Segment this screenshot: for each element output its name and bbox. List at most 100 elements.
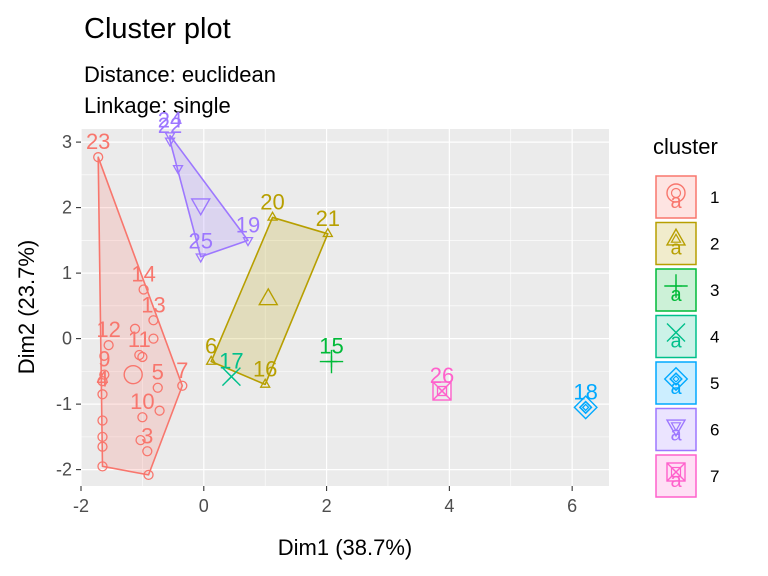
cluster-1-point [97,461,108,472]
cluster-1-point [143,469,154,481]
legend-point-symbol [672,375,680,383]
y-axis-label: Dim2 (23.7%) [14,240,39,374]
point-label: 7 [176,358,188,383]
point-label: 10 [130,389,154,414]
y-tick-label: -1 [56,394,72,414]
cluster-1-point [93,152,104,163]
point-label: 22 [158,113,182,138]
cluster-6-point [242,237,254,247]
legend-point-symbol [670,466,682,478]
point-label: 14 [131,261,155,286]
point-label: 23 [86,129,110,154]
cluster-5-point [581,403,590,412]
cluster-1-point [97,415,108,426]
cluster-2-point [259,377,271,388]
cluster-2-center [258,287,279,306]
x-axis-label: Dim1 (38.7%) [278,535,412,560]
gridlines [80,129,609,486]
cluster-1-point [152,382,163,393]
point-label: 24 [158,108,182,133]
legend-glyph: a [670,284,682,306]
cluster-4-center [221,367,241,387]
cluster-1-point [137,351,148,363]
cluster-hulls [97,134,329,476]
legend-point-symbol [669,372,683,386]
x-tick-label: 2 [322,496,332,516]
legend-point-symbol [670,187,682,199]
cluster-points [93,132,598,481]
legend-glyph: a [670,470,682,492]
legend-center-symbol [666,183,686,203]
cluster-6-point [172,164,184,175]
legend-point-symbol [670,233,682,243]
legend-glyph: a [670,331,682,353]
cluster-1-point [154,405,165,416]
point-label: 13 [141,292,165,317]
point-label: 9 [98,347,110,372]
legend-point-symbol [671,327,681,338]
legend-label-3: 3 [710,281,719,300]
legend-label-6: 6 [710,421,719,440]
point-label: 5 [152,360,164,385]
legend-glyph: a [670,424,682,446]
legend-center-symbol [663,366,689,392]
point-label: 25 [188,229,212,254]
point-label: 21 [316,206,340,231]
cluster-1-point [97,441,108,452]
legend-key-5 [655,361,697,405]
cluster-7-point [436,385,448,397]
x-tick-label: 6 [567,496,577,516]
cluster-3-center [319,349,344,374]
legend-label-4: 4 [710,328,719,347]
chart-subtitle-distance: Distance: euclidean [84,62,276,87]
cluster-7-center [432,381,452,401]
legend-label-5: 5 [710,374,719,393]
cluster-2-hull [210,216,329,386]
cluster-1-point [135,434,146,446]
point-label: 26 [430,363,454,388]
chart-title: Cluster plot [84,13,231,45]
point-label: 4 [96,366,108,391]
legend-label-1: 1 [710,188,719,207]
legend-key-4 [655,314,697,359]
point-label: 3 [141,423,153,448]
legend-title: cluster [653,134,718,159]
x-tick-label: 0 [199,496,209,516]
legend-point-symbol [670,280,682,292]
y-tick-label: 3 [62,132,72,152]
cluster-1-point [97,389,108,400]
cluster-1-point [103,340,114,351]
legend-point-symbol [671,467,681,477]
y-tick-label: 0 [62,329,72,349]
legend-glyph: a [670,191,682,213]
cluster-1-hull [97,156,184,476]
cluster-1-center [123,364,143,385]
legend: a 1 a 2 a 3 a 4 a 5 a 6 a 7 [655,175,719,498]
cluster-1-point [148,315,159,326]
legend-label-7: 7 [710,467,719,486]
cluster-1-point [137,412,148,423]
legend-point-symbol [670,422,682,432]
y-tick-label: 1 [62,263,72,283]
cluster-2-point [266,210,279,221]
point-label: 6 [205,334,217,359]
cluster-1-point [134,349,145,361]
point-label: 11 [128,327,151,352]
cluster-6-point [164,137,176,148]
chart-subtitle-linkage: Linkage: single [84,93,231,118]
point-label: 20 [260,189,284,214]
cluster-1-point [138,284,149,295]
legend-glyph: a [670,238,682,260]
cluster-7-center [432,381,452,401]
point-label: 15 [319,334,343,359]
cluster-6-hull [169,134,249,258]
cluster-1-point [148,333,159,344]
plot-panel [81,129,609,486]
cluster-1-point [99,369,110,380]
cluster-5-center [573,395,598,420]
cluster-1-point [97,376,108,387]
legend-label-2: 2 [710,235,719,254]
cluster-6-point [195,253,207,264]
